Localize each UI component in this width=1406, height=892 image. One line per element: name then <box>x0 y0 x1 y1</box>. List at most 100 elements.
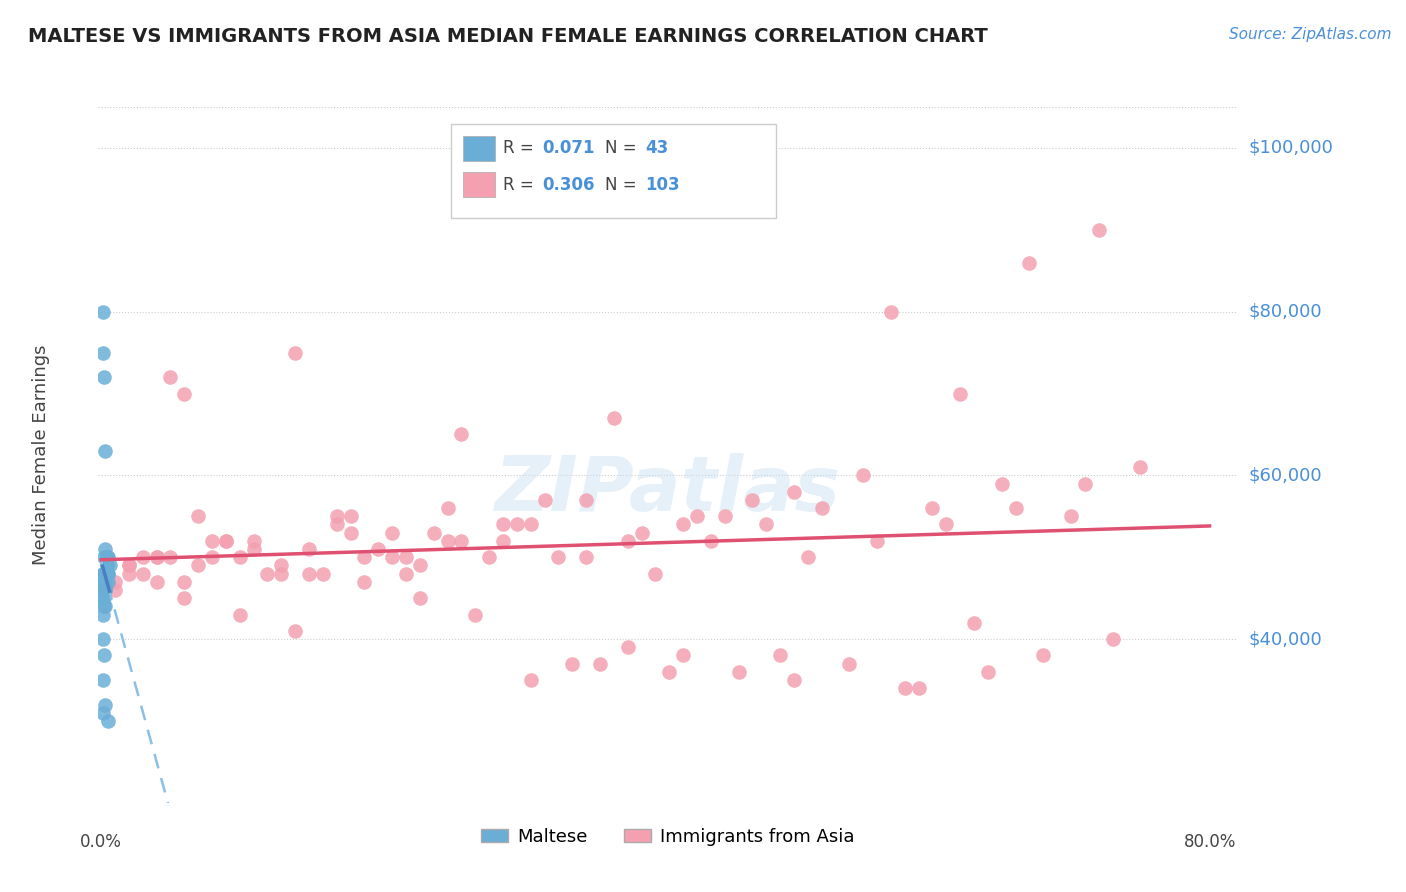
Point <box>464 607 486 622</box>
Point <box>1087 223 1109 237</box>
Point <box>921 501 943 516</box>
Point <box>93 574 115 589</box>
Point <box>353 550 375 565</box>
Point <box>93 370 115 384</box>
Point <box>93 574 115 589</box>
Point <box>104 574 127 589</box>
Point <box>783 673 806 687</box>
Point <box>284 624 307 638</box>
Point <box>1004 501 1026 516</box>
Point <box>96 558 118 573</box>
Point <box>450 427 472 442</box>
Point <box>93 582 115 597</box>
Point <box>630 525 652 540</box>
Point <box>93 591 115 606</box>
Point <box>94 582 117 597</box>
Point <box>118 558 141 573</box>
Text: R =: R = <box>503 139 533 157</box>
Point <box>713 509 735 524</box>
Point <box>93 648 115 663</box>
Point <box>96 550 118 565</box>
Point <box>91 345 114 359</box>
Point <box>270 558 292 573</box>
Text: 103: 103 <box>645 176 679 194</box>
Point <box>1074 476 1097 491</box>
Point <box>93 599 115 614</box>
Point <box>1129 460 1152 475</box>
Point <box>97 550 120 565</box>
Point <box>94 566 117 581</box>
Point <box>935 517 957 532</box>
Point <box>700 533 723 548</box>
Point <box>990 476 1012 491</box>
Point <box>242 533 264 548</box>
Text: 0.071: 0.071 <box>543 139 595 157</box>
Point <box>367 542 389 557</box>
Point <box>132 550 155 565</box>
Text: 80.0%: 80.0% <box>1184 833 1236 851</box>
Text: 0.306: 0.306 <box>543 176 595 194</box>
Point <box>97 566 120 581</box>
Point <box>215 533 238 548</box>
Point <box>97 566 120 581</box>
Point <box>145 550 167 565</box>
Point <box>644 566 666 581</box>
Point <box>256 566 278 581</box>
Point <box>91 632 114 646</box>
Legend: Maltese, Immigrants from Asia: Maltese, Immigrants from Asia <box>474 821 862 853</box>
Point <box>339 525 361 540</box>
Point <box>96 566 118 581</box>
Point <box>603 411 626 425</box>
FancyBboxPatch shape <box>451 124 776 219</box>
Point <box>492 517 515 532</box>
Point <box>98 558 121 573</box>
Point <box>436 501 458 516</box>
FancyBboxPatch shape <box>463 172 495 197</box>
Point <box>395 550 418 565</box>
Point <box>353 574 375 589</box>
Text: ZIPatlas: ZIPatlas <box>495 453 841 526</box>
Point <box>506 517 529 532</box>
Point <box>94 566 117 581</box>
Point <box>1032 648 1054 663</box>
Point <box>755 517 778 532</box>
Point <box>492 533 515 548</box>
Point <box>270 566 292 581</box>
Point <box>118 566 141 581</box>
Point <box>589 657 612 671</box>
Point <box>1060 509 1083 524</box>
Point <box>727 665 749 679</box>
Point <box>866 533 889 548</box>
Point <box>672 648 695 663</box>
Point <box>91 706 114 720</box>
Point <box>145 550 167 565</box>
Point <box>422 525 444 540</box>
Point <box>132 566 155 581</box>
Point <box>298 566 321 581</box>
Point <box>159 550 181 565</box>
Point <box>575 492 598 507</box>
Point <box>381 525 404 540</box>
Text: N =: N = <box>605 139 637 157</box>
Point <box>91 566 114 581</box>
Point <box>91 574 114 589</box>
Point <box>547 550 569 565</box>
Text: 0.0%: 0.0% <box>80 833 122 851</box>
Point <box>409 558 432 573</box>
Point <box>533 492 555 507</box>
Point <box>187 509 209 524</box>
Point <box>409 591 432 606</box>
Point <box>1018 255 1040 269</box>
Point <box>741 492 763 507</box>
Point <box>96 566 118 581</box>
Point <box>94 443 117 458</box>
Text: $80,000: $80,000 <box>1249 302 1322 321</box>
Point <box>686 509 709 524</box>
Point <box>769 648 792 663</box>
Point <box>93 574 115 589</box>
Text: 43: 43 <box>645 139 668 157</box>
Point <box>339 509 361 524</box>
Point <box>93 550 115 565</box>
Point <box>575 550 598 565</box>
Point <box>173 591 195 606</box>
